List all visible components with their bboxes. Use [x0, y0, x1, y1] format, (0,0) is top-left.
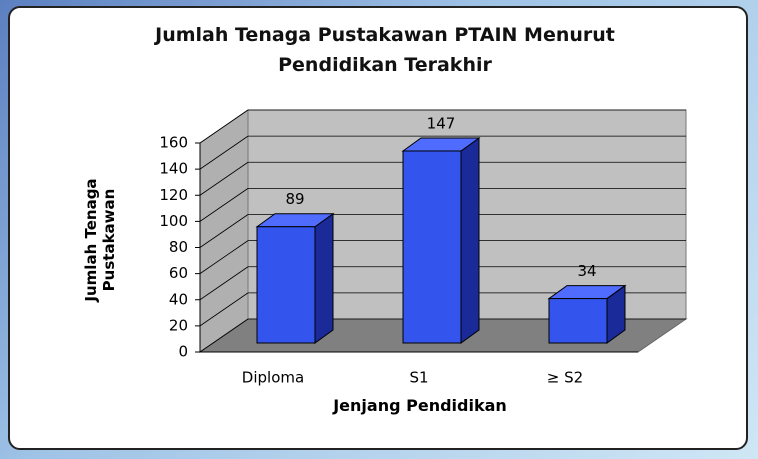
y-tick-label: 140 — [159, 160, 188, 178]
x-tick-label: ≥ S2 — [547, 369, 583, 387]
x-tick-label: S1 — [409, 369, 428, 387]
grid-line — [199, 240, 249, 274]
grid-line — [199, 109, 249, 144]
bar-side — [460, 137, 480, 344]
bar — [402, 150, 462, 344]
grid-line — [199, 135, 249, 170]
y-tick-label: 0 — [178, 343, 188, 361]
grid-line — [199, 188, 249, 222]
y-tick-label: 160 — [159, 134, 188, 152]
bar — [256, 226, 316, 344]
y-tick-label: 100 — [159, 212, 188, 230]
data-label: 34 — [577, 262, 596, 280]
y-tick-label: 120 — [159, 186, 188, 204]
y-tick-label: 60 — [169, 264, 188, 282]
data-label: 147 — [427, 114, 456, 132]
y-axis-label: Jumlah Tenaga Pustakawan — [82, 178, 118, 302]
x-axis-label: Jenjang Pendidikan — [333, 396, 507, 415]
grid-line — [199, 318, 249, 353]
chart-title: Jumlah Tenaga Pustakawan PTAIN Menurut P… — [155, 24, 615, 76]
data-label: 89 — [285, 190, 304, 208]
y-tick-label: 80 — [169, 238, 188, 256]
y-tick-label: 20 — [169, 316, 188, 334]
grid-line — [199, 214, 249, 248]
y-tick-label: 40 — [169, 290, 188, 308]
x-tick-label: Diploma — [242, 369, 304, 387]
bar — [548, 298, 608, 344]
grid-line — [199, 292, 249, 327]
grid-line — [199, 266, 249, 301]
bar-side — [314, 212, 334, 344]
grid-line — [199, 161, 249, 196]
